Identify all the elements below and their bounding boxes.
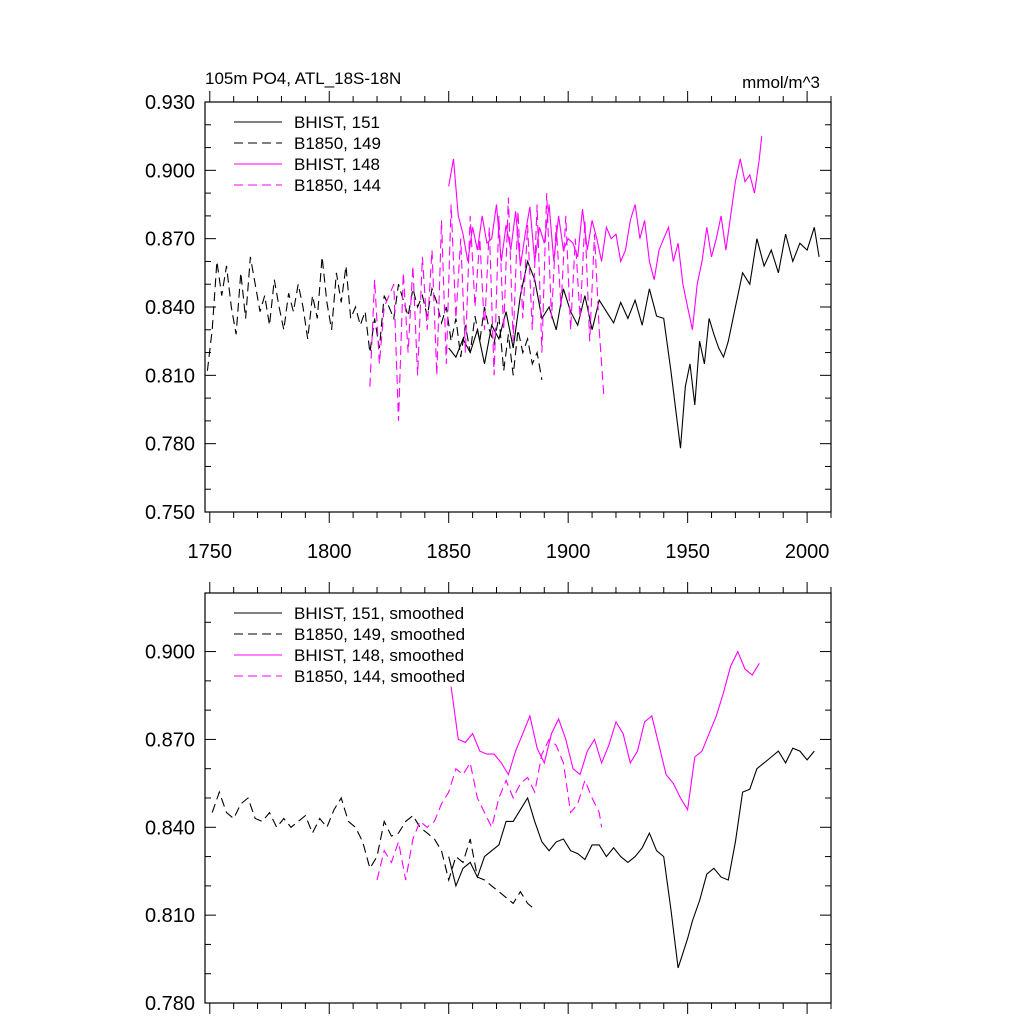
y-tick-label: 0.840	[145, 297, 195, 319]
top-panel-title: 105m PO4, ATL_18S-18N	[205, 69, 401, 88]
series-line-4	[369, 193, 605, 421]
top-panel-units: mmol/m^3	[742, 73, 820, 92]
legend-label-1: BHIST, 151	[294, 113, 380, 132]
y-tick-label: 0.900	[145, 642, 195, 664]
series-line-1	[448, 747, 815, 969]
x-tick-label: 1800	[307, 541, 352, 563]
y-tick-label: 0.750	[145, 502, 195, 524]
y-tick-label: 0.840	[145, 817, 195, 839]
y-tick-label: 0.810	[145, 905, 195, 927]
y-tick-label: 0.900	[145, 160, 195, 182]
y-tick-label: 0.780	[145, 993, 195, 1015]
series-line-3	[448, 136, 763, 330]
series-line-3	[450, 650, 760, 812]
bottom-panel: 0.780 0.810 0.840 0.870 0.900 BHIST, 151, sm…	[145, 582, 832, 1015]
legend-label-3: BHIST, 148, smoothed	[294, 646, 464, 665]
legend-label-2: B1850, 149	[294, 134, 381, 153]
series-line-4	[376, 738, 603, 881]
x-tick-label: 1900	[546, 541, 591, 563]
y-tick-label: 0.810	[145, 365, 195, 387]
x-tick-label: 2000	[785, 541, 830, 563]
y-tick-label: 0.870	[145, 229, 195, 251]
y-tick-label: 0.930	[145, 92, 195, 114]
legend-label-3: BHIST, 148	[294, 155, 380, 174]
y-tick-label: 0.780	[145, 434, 195, 456]
series-line-1	[448, 227, 820, 449]
legend-label-2: B1850, 149, smoothed	[294, 625, 465, 644]
legend-label-4: B1850, 144, smoothed	[294, 667, 465, 686]
top-panel: 105m PO4, ATL_18S-18N mmol/m^3 0.750 0.78…	[145, 69, 832, 563]
x-tick-label: 1850	[426, 541, 471, 563]
x-tick-label: 1950	[665, 541, 710, 563]
series-line-2	[206, 256, 543, 380]
legend-label-4: B1850, 144	[294, 176, 381, 195]
legend-label-1: BHIST, 151, smoothed	[294, 604, 464, 623]
x-tick-label: 1750	[188, 541, 233, 563]
y-tick-label: 0.870	[145, 729, 195, 751]
series-line-2	[211, 790, 536, 910]
